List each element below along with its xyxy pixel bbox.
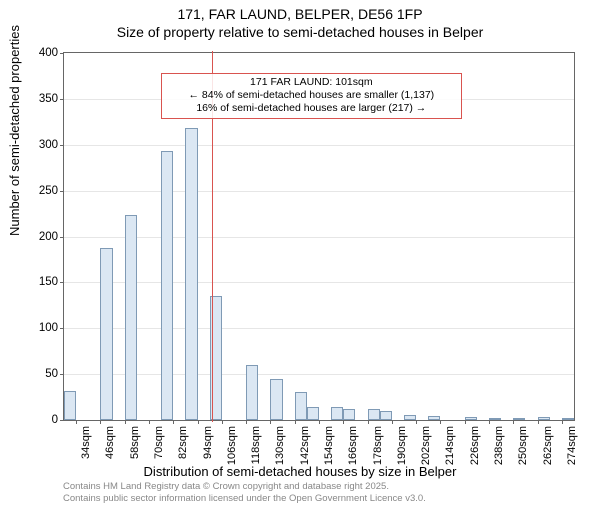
- x-tick-label: 202sqm: [420, 426, 432, 465]
- histogram-bar: [428, 416, 440, 420]
- gridline: [64, 191, 574, 192]
- y-tick-label: 150: [39, 276, 58, 288]
- footer-line1: Contains HM Land Registry data © Crown c…: [63, 481, 426, 492]
- x-tick-mark: [319, 420, 320, 424]
- x-tick-label: 82sqm: [177, 426, 189, 459]
- histogram-bar: [100, 248, 112, 420]
- x-tick-mark: [343, 420, 344, 424]
- y-tick-label: 350: [39, 93, 58, 105]
- x-tick-label: 118sqm: [250, 426, 262, 464]
- histogram-bar: [562, 418, 574, 420]
- x-tick-mark: [198, 420, 199, 424]
- x-tick-label: 34sqm: [80, 426, 92, 459]
- x-tick-mark: [440, 420, 441, 424]
- gridline: [64, 374, 574, 375]
- y-tick-mark: [60, 99, 64, 100]
- y-axis-label: Number of semi-detached properties: [7, 25, 22, 236]
- annotation-line: ← 84% of semi-detached houses are smalle…: [166, 89, 457, 102]
- y-tick-mark: [60, 237, 64, 238]
- histogram-bar: [538, 417, 550, 420]
- x-tick-mark: [513, 420, 514, 424]
- y-tick-label: 0: [52, 414, 58, 426]
- y-tick-mark: [60, 420, 64, 421]
- y-tick-label: 200: [39, 231, 58, 243]
- histogram-bar: [489, 418, 501, 420]
- x-tick-mark: [416, 420, 417, 424]
- annotation-line: 16% of semi-detached houses are larger (…: [166, 102, 457, 115]
- histogram-bar: [368, 409, 380, 420]
- histogram-bar: [125, 215, 137, 420]
- chart-plot-area: 05010015020025030035040034sqm46sqm58sqm7…: [63, 52, 575, 421]
- histogram-bar: [161, 151, 173, 420]
- x-tick-mark: [100, 420, 101, 424]
- histogram-bar: [343, 409, 355, 420]
- x-tick-mark: [246, 420, 247, 424]
- x-tick-label: 250sqm: [517, 426, 529, 465]
- y-tick-label: 250: [39, 185, 58, 197]
- x-tick-mark: [76, 420, 77, 424]
- x-tick-label: 70sqm: [153, 426, 165, 459]
- y-tick-mark: [60, 53, 64, 54]
- histogram-bar: [465, 417, 477, 420]
- y-tick-label: 100: [39, 322, 58, 334]
- x-tick-label: 46sqm: [104, 426, 116, 459]
- x-tick-mark: [489, 420, 490, 424]
- x-tick-label: 142sqm: [299, 426, 311, 465]
- x-tick-mark: [368, 420, 369, 424]
- y-tick-mark: [60, 145, 64, 146]
- histogram-bar: [307, 407, 319, 420]
- histogram-bar: [513, 418, 525, 420]
- y-tick-label: 50: [45, 368, 58, 380]
- histogram-bar: [246, 365, 258, 420]
- histogram-bar: [64, 391, 76, 420]
- x-tick-label: 130sqm: [274, 426, 286, 465]
- y-tick-mark: [60, 374, 64, 375]
- x-tick-mark: [149, 420, 150, 424]
- histogram-bar: [404, 415, 416, 420]
- x-tick-label: 274sqm: [566, 426, 578, 465]
- x-tick-label: 178sqm: [372, 426, 384, 465]
- y-tick-mark: [60, 282, 64, 283]
- y-tick-label: 300: [39, 139, 58, 151]
- x-tick-mark: [270, 420, 271, 424]
- x-tick-mark: [222, 420, 223, 424]
- x-tick-label: 226sqm: [469, 426, 481, 465]
- footer-attribution: Contains HM Land Registry data © Crown c…: [63, 481, 426, 504]
- x-tick-mark: [173, 420, 174, 424]
- x-tick-mark: [562, 420, 563, 424]
- x-axis-label: Distribution of semi-detached houses by …: [0, 464, 600, 479]
- annotation-box: 171 FAR LAUND: 101sqm← 84% of semi-detac…: [161, 73, 462, 118]
- x-tick-label: 214sqm: [444, 426, 456, 465]
- x-tick-label: 94sqm: [202, 426, 214, 459]
- histogram-bar: [270, 379, 282, 420]
- chart-title-line2: Size of property relative to semi-detach…: [0, 24, 600, 40]
- gridline: [64, 328, 574, 329]
- x-tick-mark: [125, 420, 126, 424]
- y-tick-label: 400: [39, 47, 58, 59]
- gridline: [64, 237, 574, 238]
- x-tick-label: 238sqm: [493, 426, 505, 465]
- footer-line2: Contains public sector information licen…: [63, 493, 426, 504]
- x-tick-mark: [295, 420, 296, 424]
- x-tick-label: 154sqm: [323, 426, 335, 465]
- x-tick-label: 262sqm: [542, 426, 554, 465]
- annotation-line: 171 FAR LAUND: 101sqm: [166, 76, 457, 89]
- histogram-bar: [295, 392, 307, 420]
- x-tick-mark: [392, 420, 393, 424]
- x-tick-mark: [538, 420, 539, 424]
- gridline: [64, 282, 574, 283]
- y-tick-mark: [60, 191, 64, 192]
- x-tick-label: 106sqm: [226, 426, 238, 465]
- y-tick-mark: [60, 328, 64, 329]
- x-tick-label: 58sqm: [129, 426, 141, 459]
- x-tick-mark: [465, 420, 466, 424]
- x-tick-label: 190sqm: [396, 426, 408, 465]
- chart-title-line1: 171, FAR LAUND, BELPER, DE56 1FP: [0, 6, 600, 22]
- x-tick-label: 166sqm: [347, 426, 359, 465]
- gridline: [64, 145, 574, 146]
- histogram-bar: [185, 128, 197, 420]
- histogram-bar: [380, 411, 392, 420]
- histogram-bar: [331, 407, 343, 420]
